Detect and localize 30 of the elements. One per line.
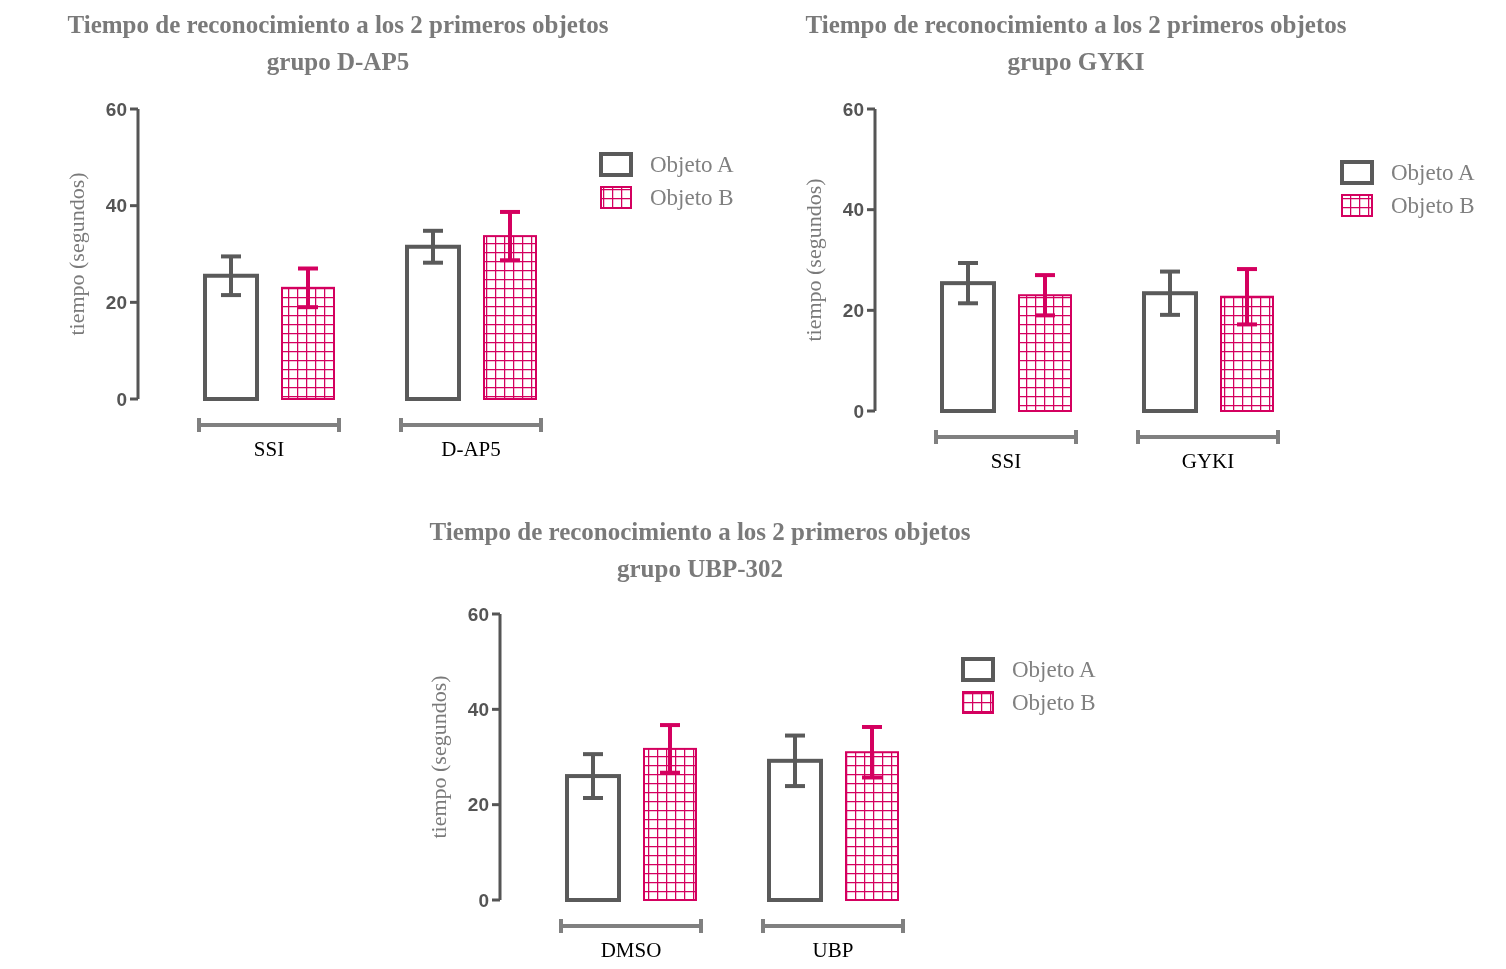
legend-label: Objeto B	[650, 185, 734, 211]
chart-title: Tiempo de reconocimiento a los 2 primeros objetos grupo D-AP5	[67, 11, 609, 75]
y-tick-label: 60	[467, 603, 489, 625]
y-tick-label: 0	[116, 388, 127, 410]
y-tick-label: 60	[105, 98, 127, 120]
legend-label: Objeto A	[1012, 657, 1097, 683]
y-tick-label: 20	[105, 291, 127, 313]
y-axis-title: tiempo (segundos)	[426, 675, 451, 839]
chart-title: Tiempo de reconocimiento a los 2 primeros objetos grupo UBP-302	[429, 518, 971, 582]
y-tick-label: 40	[467, 698, 489, 720]
x-tick-label: DMSO	[600, 938, 662, 962]
y-tick-label: 40	[105, 195, 127, 217]
y-tick-label: 40	[842, 199, 864, 221]
y-tick-label: 20	[467, 794, 489, 816]
chart-title: Tiempo de reconocimiento a los 2 primeros objetos grupo GYKI	[805, 11, 1347, 75]
x-tick-label: UBP	[812, 938, 854, 962]
legend-label: Objeto A	[1391, 160, 1476, 186]
legend-label: Objeto B	[1012, 690, 1096, 716]
x-tick-label: GYKI	[1181, 449, 1235, 473]
y-tick-label: 60	[842, 98, 864, 120]
y-tick-label: 20	[842, 299, 864, 321]
x-tick-label: SSI	[253, 437, 285, 461]
y-axis-title: tiempo (segundos)	[801, 178, 826, 342]
x-tick-label: SSI	[990, 449, 1022, 473]
legend-label: Objeto A	[650, 152, 735, 178]
legend-label: Objeto B	[1391, 193, 1475, 219]
x-tick-label: D-AP5	[441, 437, 501, 461]
y-tick-label: 0	[853, 400, 864, 422]
y-axis-title: tiempo (segundos)	[64, 172, 89, 336]
y-tick-label: 0	[478, 889, 489, 911]
